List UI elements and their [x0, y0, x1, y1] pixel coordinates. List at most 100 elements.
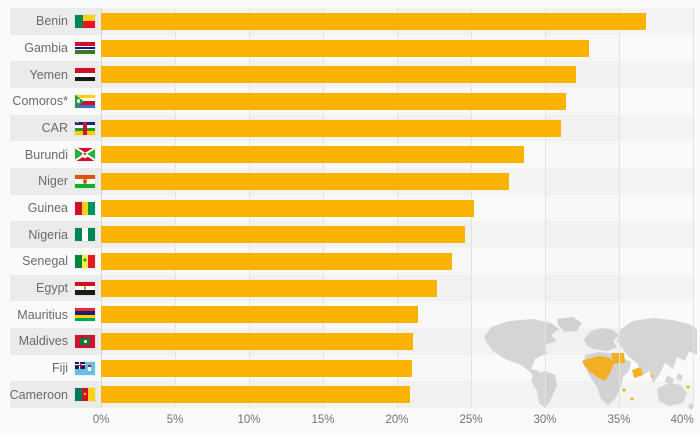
category-label-cell: Burundi ★ — [10, 141, 101, 168]
chart-row: Cameroon ★ — [9, 381, 693, 409]
country-label: Mauritius — [17, 307, 68, 322]
plot-cell — [101, 61, 693, 88]
value-bar[interactable] — [101, 92, 566, 110]
country-label: Comoros* — [12, 94, 68, 109]
chart-row: Yemen — [10, 61, 693, 89]
chart-row: Benin — [10, 8, 693, 35]
category-label-cell: Mauritius — [10, 301, 101, 328]
category-label-cell: Senegal ★ — [10, 248, 101, 275]
value-bar[interactable] — [101, 279, 437, 297]
value-bar[interactable] — [101, 226, 466, 244]
country-label: Gambia — [24, 41, 68, 55]
chart-row: Niger — [10, 168, 693, 195]
plot-cell — [101, 275, 693, 302]
country-label: Cameroon — [9, 387, 68, 402]
category-label-cell: Comoros* — [10, 88, 101, 115]
flag-guinea-icon — [75, 201, 95, 215]
country-label: Niger — [38, 174, 68, 189]
country-label: Burundi — [24, 147, 68, 162]
category-label-cell: Maldives — [10, 328, 101, 355]
flag-gambia-icon — [75, 41, 95, 55]
category-label-cell: Nigeria — [10, 221, 101, 249]
chart-row: Senegal ★ — [10, 248, 693, 275]
flag-nigeria-icon — [75, 228, 95, 242]
plot-cell — [101, 195, 693, 222]
chart-row: Maldives — [10, 328, 693, 355]
category-label-cell: CAR ★ — [10, 114, 101, 142]
category-label-cell: Gambia — [10, 35, 101, 62]
x-tick-label: 35% — [607, 414, 631, 426]
category-label-cell: Benin — [10, 8, 101, 35]
x-tick-label: 30% — [533, 414, 557, 426]
x-tick-label: 10% — [237, 414, 261, 426]
value-bar[interactable] — [101, 172, 510, 190]
country-label: Maldives — [18, 334, 68, 349]
country-label: Egypt — [36, 281, 68, 296]
plot-cell — [101, 328, 693, 355]
category-label-cell: Fiji — [10, 355, 101, 382]
plot-cell — [101, 8, 693, 35]
country-label: Guinea — [27, 201, 68, 216]
flag-benin-icon — [75, 14, 95, 28]
chart-row: CAR ★ — [10, 114, 693, 142]
flag-niger-icon — [75, 174, 95, 188]
chart-row: Guinea — [10, 195, 693, 222]
plot-cell — [101, 168, 693, 195]
value-bar[interactable] — [101, 386, 411, 404]
x-tick-label: 20% — [385, 414, 409, 426]
category-label-cell: Guinea — [10, 195, 101, 222]
country-label: Nigeria — [28, 227, 68, 242]
plot-cell — [101, 88, 693, 115]
flag-egypt-icon — [75, 281, 95, 295]
country-label: CAR — [41, 121, 68, 136]
plot-cell — [101, 221, 693, 248]
flag-comoros-icon — [75, 94, 95, 108]
value-bar[interactable] — [101, 252, 452, 270]
value-bar[interactable] — [101, 12, 646, 30]
flag-maldives-icon — [75, 334, 95, 348]
flag-burundi-icon: ★ — [75, 148, 95, 162]
flag-cameroon-icon: ★ — [75, 388, 95, 402]
value-bar[interactable] — [101, 66, 577, 84]
flag-mauritius-icon — [75, 308, 95, 322]
chart-row: Burundi ★ — [10, 141, 693, 168]
plot-cell — [101, 115, 693, 142]
plot-cell — [101, 355, 693, 382]
category-label-cell: Egypt — [10, 274, 101, 302]
value-bar[interactable] — [101, 306, 418, 324]
chart-row: Egypt — [10, 274, 693, 302]
flag-senegal-icon: ★ — [75, 254, 95, 268]
value-bar[interactable] — [101, 39, 590, 57]
x-axis: 0% 5% 10% 15% 20% 25% 30% 35% 40% — [93, 412, 694, 430]
flag-fiji-icon — [75, 361, 95, 375]
x-tick-label: 5% — [166, 414, 184, 426]
flag-car-icon: ★ — [75, 121, 95, 135]
country-label: Benin — [36, 14, 68, 29]
country-label: Yemen — [29, 67, 68, 82]
world-map-watermark — [484, 317, 697, 410]
x-tick-label: 40% — [670, 414, 694, 426]
chart-row: Comoros* — [10, 88, 693, 115]
country-label: Fiji — [52, 361, 68, 376]
chart-row: Mauritius — [10, 301, 693, 328]
category-label-cell: Yemen — [10, 61, 101, 89]
value-bar[interactable] — [101, 332, 414, 350]
category-label-cell: Cameroon ★ — [9, 381, 101, 409]
plot-cell — [101, 141, 693, 168]
chart-rows: Benin Gambia Yemen Comoros* CAR ★ Burundi ★ Nige… — [9, 8, 693, 409]
value-bar[interactable] — [101, 146, 525, 164]
x-tick-label: 15% — [311, 414, 335, 426]
category-label-cell: Niger — [10, 168, 101, 195]
plot-cell — [101, 248, 693, 275]
value-bar[interactable] — [101, 119, 562, 137]
chart-row: Fiji — [10, 355, 693, 382]
chart-row: Gambia — [10, 35, 693, 62]
value-bar[interactable] — [101, 359, 412, 377]
country-label: Senegal — [22, 254, 68, 269]
plot-cell — [101, 301, 693, 328]
x-tick-label: 25% — [459, 414, 483, 426]
value-bar[interactable] — [101, 199, 474, 217]
plot-cell — [101, 381, 693, 408]
flag-yemen-icon — [75, 68, 95, 82]
